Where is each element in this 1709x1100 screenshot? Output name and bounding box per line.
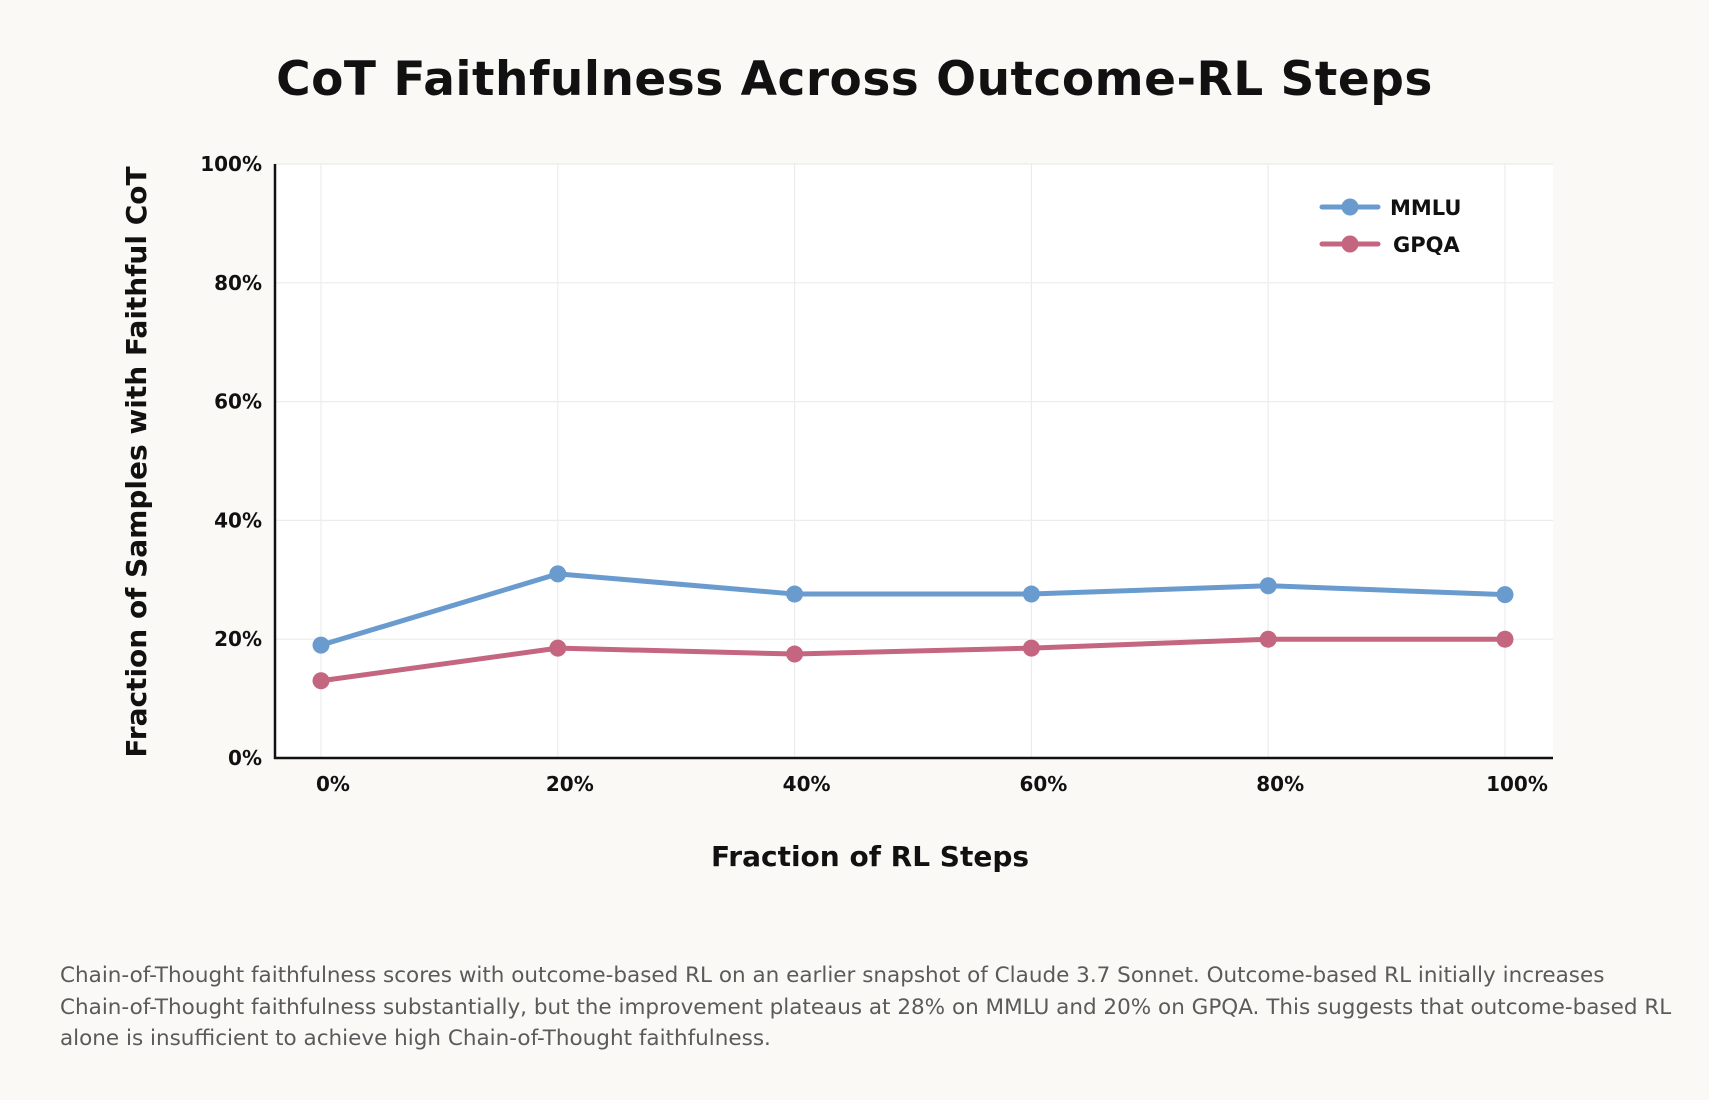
data-point-gpqa bbox=[312, 672, 330, 690]
y-tick-label: 80% bbox=[214, 271, 262, 295]
y-tick-label: 0% bbox=[228, 746, 262, 770]
x-axis-label: Fraction of RL Steps bbox=[711, 840, 1029, 873]
data-point-mmlu bbox=[1259, 577, 1277, 595]
y-tick-label: 60% bbox=[214, 390, 262, 414]
legend-marker-gpqa bbox=[1341, 235, 1359, 253]
plot-area bbox=[275, 164, 1553, 758]
data-point-mmlu bbox=[312, 636, 330, 654]
data-point-gpqa bbox=[786, 645, 804, 663]
legend-label-mmlu: MMLU bbox=[1390, 196, 1461, 220]
chart-title: CoT Faithfulness Across Outcome-RL Steps bbox=[276, 52, 1433, 107]
data-point-gpqa bbox=[1259, 630, 1277, 648]
figure-caption: Chain-of-Thought faithfulness scores wit… bbox=[60, 963, 1672, 1051]
x-tick-label: 0% bbox=[316, 772, 350, 796]
data-point-gpqa bbox=[1496, 630, 1514, 648]
series-line-gpqa bbox=[320, 636, 1505, 684]
data-point-gpqa bbox=[1022, 639, 1040, 657]
data-point-mmlu bbox=[1022, 585, 1040, 603]
data-point-gpqa bbox=[549, 639, 567, 657]
series-line-mmlu bbox=[320, 571, 1506, 648]
x-tick-label: 20% bbox=[546, 772, 594, 796]
y-tick-label: 100% bbox=[200, 152, 262, 176]
y-tick-label: 40% bbox=[214, 508, 262, 532]
x-tick-label: 60% bbox=[1019, 772, 1067, 796]
x-tick-label: 100% bbox=[1486, 772, 1548, 796]
x-tick-label: 80% bbox=[1256, 772, 1304, 796]
data-point-mmlu bbox=[549, 565, 567, 583]
legend-marker-mmlu bbox=[1341, 198, 1359, 216]
y-axis-label: Fraction of Samples with Faithful CoT bbox=[120, 166, 153, 757]
data-point-mmlu bbox=[1496, 586, 1514, 604]
line-chart: 0% 20% 40% 60% 80% 100% 0% 20% 40% 60% 80% 100% Frac… bbox=[120, 152, 1553, 873]
legend-label-gpqa: GPQA bbox=[1393, 233, 1460, 257]
data-point-mmlu bbox=[786, 585, 804, 603]
x-tick-label: 40% bbox=[783, 772, 831, 796]
y-tick-label: 20% bbox=[214, 627, 262, 651]
